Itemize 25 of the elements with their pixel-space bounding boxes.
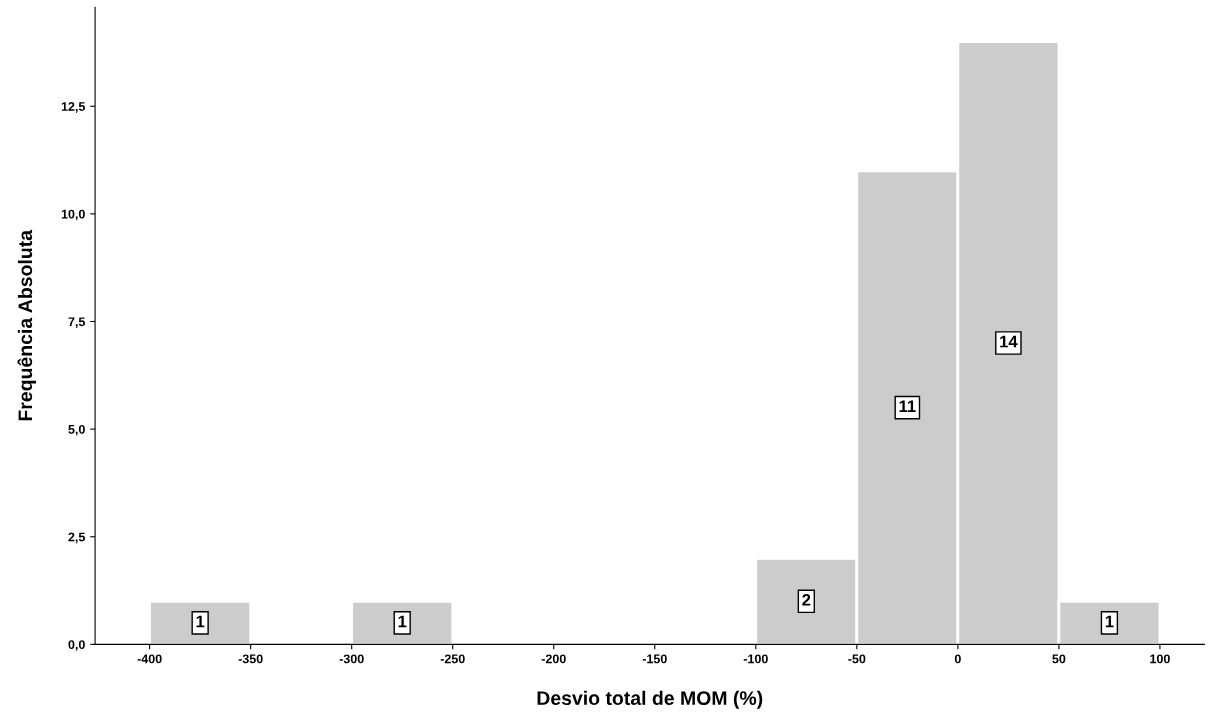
x-tick-label: 0 — [954, 654, 961, 664]
data-label: 1 — [1105, 615, 1114, 628]
x-tick-label: 100 — [1150, 654, 1170, 664]
y-tick-label: 12,5 — [61, 102, 86, 113]
data-label: 2 — [802, 593, 811, 606]
x-axis-title: Desvio total de MOM (%) — [537, 690, 763, 709]
y-tick-label: 2,5 — [68, 532, 86, 544]
x-tick-label: -300 — [339, 654, 364, 664]
data-label: 1 — [196, 615, 205, 628]
data-label: 11 — [899, 400, 916, 412]
y-tick-label: 5,0 — [68, 424, 85, 436]
x-tick-label: -250 — [440, 654, 465, 664]
y-tick-label: 7,5 — [68, 317, 86, 328]
x-tick-label: -50 — [848, 654, 866, 664]
x-tick-label: -350 — [238, 654, 263, 664]
data-label: 1 — [398, 615, 407, 628]
y-tick-label: 0,0 — [68, 640, 85, 651]
x-tick-label: 50 — [1052, 654, 1066, 664]
y-axis-title: Frequência Absoluta — [17, 229, 37, 421]
x-tick-label: -200 — [541, 654, 566, 664]
y-tick-label: 10,0 — [61, 209, 85, 221]
data-label: 14 — [1000, 335, 1018, 348]
x-tick-label: -400 — [137, 654, 162, 664]
x-tick-label: -150 — [642, 654, 667, 664]
x-tick-label: -100 — [743, 654, 768, 664]
